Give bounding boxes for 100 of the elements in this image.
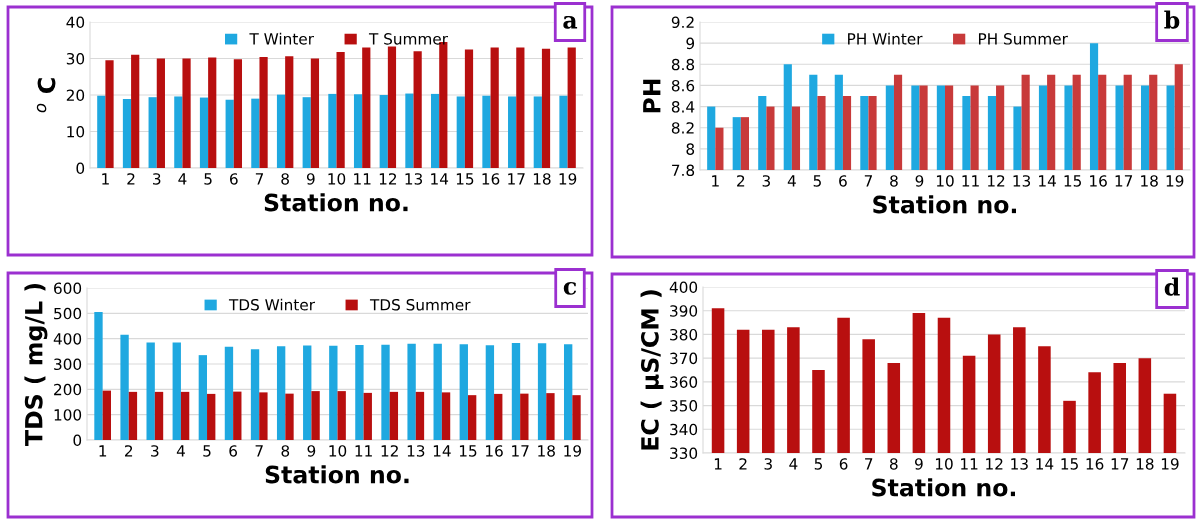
- x-tick-label: 19: [1161, 458, 1179, 470]
- bar: [567, 47, 576, 168]
- y-tick-label: 500: [54, 307, 82, 320]
- x-tick-label: 4: [176, 445, 185, 457]
- bar: [207, 393, 216, 440]
- bar: [310, 58, 320, 168]
- y-tick-label: 380: [670, 328, 698, 341]
- bar: [303, 345, 312, 440]
- y-tick-label: 400: [669, 281, 698, 294]
- x-tick-label: 15: [1064, 175, 1081, 187]
- bar: [355, 345, 364, 440]
- x-tick-label: 1: [714, 458, 722, 470]
- bar: [520, 393, 529, 440]
- y-tick-label: 9: [686, 37, 695, 50]
- x-tick-label: 10: [936, 175, 954, 187]
- x-tick-label: 8: [889, 458, 898, 470]
- bar: [198, 355, 208, 440]
- bar: [259, 57, 268, 168]
- bar: [559, 95, 568, 168]
- x-axis-title: Station no.: [873, 195, 1017, 214]
- x-tick-label: 17: [1111, 458, 1129, 470]
- bar: [120, 334, 129, 440]
- x-tick-label: 5: [813, 175, 821, 187]
- x-tick-label: 15: [1061, 458, 1078, 470]
- bar: [508, 96, 517, 168]
- bar: [174, 96, 183, 168]
- bar: [381, 344, 390, 440]
- x-tick-label: 9: [307, 445, 316, 457]
- bar: [405, 93, 414, 168]
- x-tick-label: 14: [433, 445, 451, 457]
- bar: [105, 60, 114, 168]
- x-tick-label: 11: [962, 175, 979, 187]
- bar: [225, 99, 234, 168]
- y-tick-label: 330: [670, 447, 698, 460]
- x-tick-label: 16: [486, 445, 503, 457]
- bar: [541, 48, 551, 168]
- bar: [459, 344, 468, 440]
- bar: [363, 392, 372, 440]
- x-tick-label: 2: [125, 445, 133, 457]
- y-tick-label: 8: [686, 143, 695, 155]
- x-tick-label: 9: [306, 173, 315, 185]
- bar: [485, 345, 495, 440]
- y-axis-title: PH: [643, 79, 661, 113]
- bar: [430, 93, 440, 168]
- x-tick-label: 15: [459, 445, 477, 457]
- y-tick-label: 340: [670, 423, 698, 436]
- x-tick-label: 16: [1086, 458, 1104, 470]
- x-tick-label: 13: [407, 445, 425, 457]
- x-tick-label: 14: [431, 173, 449, 185]
- y-tick-label: 8.6: [671, 79, 695, 92]
- x-tick-label: 6: [230, 173, 238, 185]
- x-axis-title: Station no.: [872, 478, 1016, 497]
- x-axis-title: Station no.: [264, 193, 408, 212]
- bar: [180, 391, 190, 440]
- bar: [224, 346, 234, 440]
- y-tick-label: 8.4: [671, 101, 695, 113]
- x-tick-label: 3: [762, 175, 770, 187]
- y-tick-label: 8.2: [671, 122, 694, 134]
- x-tick-label: 5: [204, 173, 212, 185]
- bar: [441, 392, 451, 440]
- bar: [182, 58, 191, 168]
- bar: [379, 95, 388, 168]
- bar: [516, 47, 525, 168]
- bar: [362, 47, 371, 168]
- y-tick-label: 0: [73, 434, 82, 447]
- x-tick-label: 6: [839, 458, 848, 470]
- bar: [146, 342, 155, 440]
- bar: [311, 391, 320, 440]
- x-tick-label: 3: [764, 458, 772, 470]
- x-tick-label: 2: [739, 458, 747, 470]
- x-tick-label: 6: [839, 175, 847, 187]
- x-tick-label: 11: [354, 173, 371, 185]
- x-tick-label: 9: [915, 458, 923, 470]
- annotation: a: [563, 15, 578, 29]
- bar: [276, 94, 286, 168]
- annotation: d: [1164, 277, 1180, 296]
- x-tick-label: 18: [533, 173, 551, 185]
- bar: [407, 343, 416, 440]
- y-tick-label: 370: [670, 352, 698, 365]
- bar: [302, 97, 311, 168]
- bar: [285, 56, 294, 168]
- bar: [337, 391, 346, 440]
- y-tick-label: 9.2: [671, 16, 694, 29]
- bar: [251, 98, 260, 168]
- x-tick-label: 8: [281, 445, 290, 457]
- legend-label: T Summer: [368, 33, 448, 45]
- x-tick-label: 4: [789, 458, 798, 470]
- y-tick-label: 7.8: [672, 164, 695, 177]
- bar: [482, 95, 491, 168]
- x-tick-label: 5: [814, 458, 822, 470]
- bar: [172, 342, 181, 440]
- y-tick-label: 350: [670, 400, 698, 412]
- y-tick-label: 200: [54, 383, 82, 396]
- x-tick-label: 17: [512, 445, 529, 457]
- bar: [387, 46, 397, 168]
- x-tick-label: 6: [229, 445, 238, 457]
- bar: [156, 58, 165, 168]
- x-tick-label: 14: [1039, 175, 1056, 187]
- x-tick-label: 7: [864, 175, 872, 187]
- bar: [94, 312, 103, 440]
